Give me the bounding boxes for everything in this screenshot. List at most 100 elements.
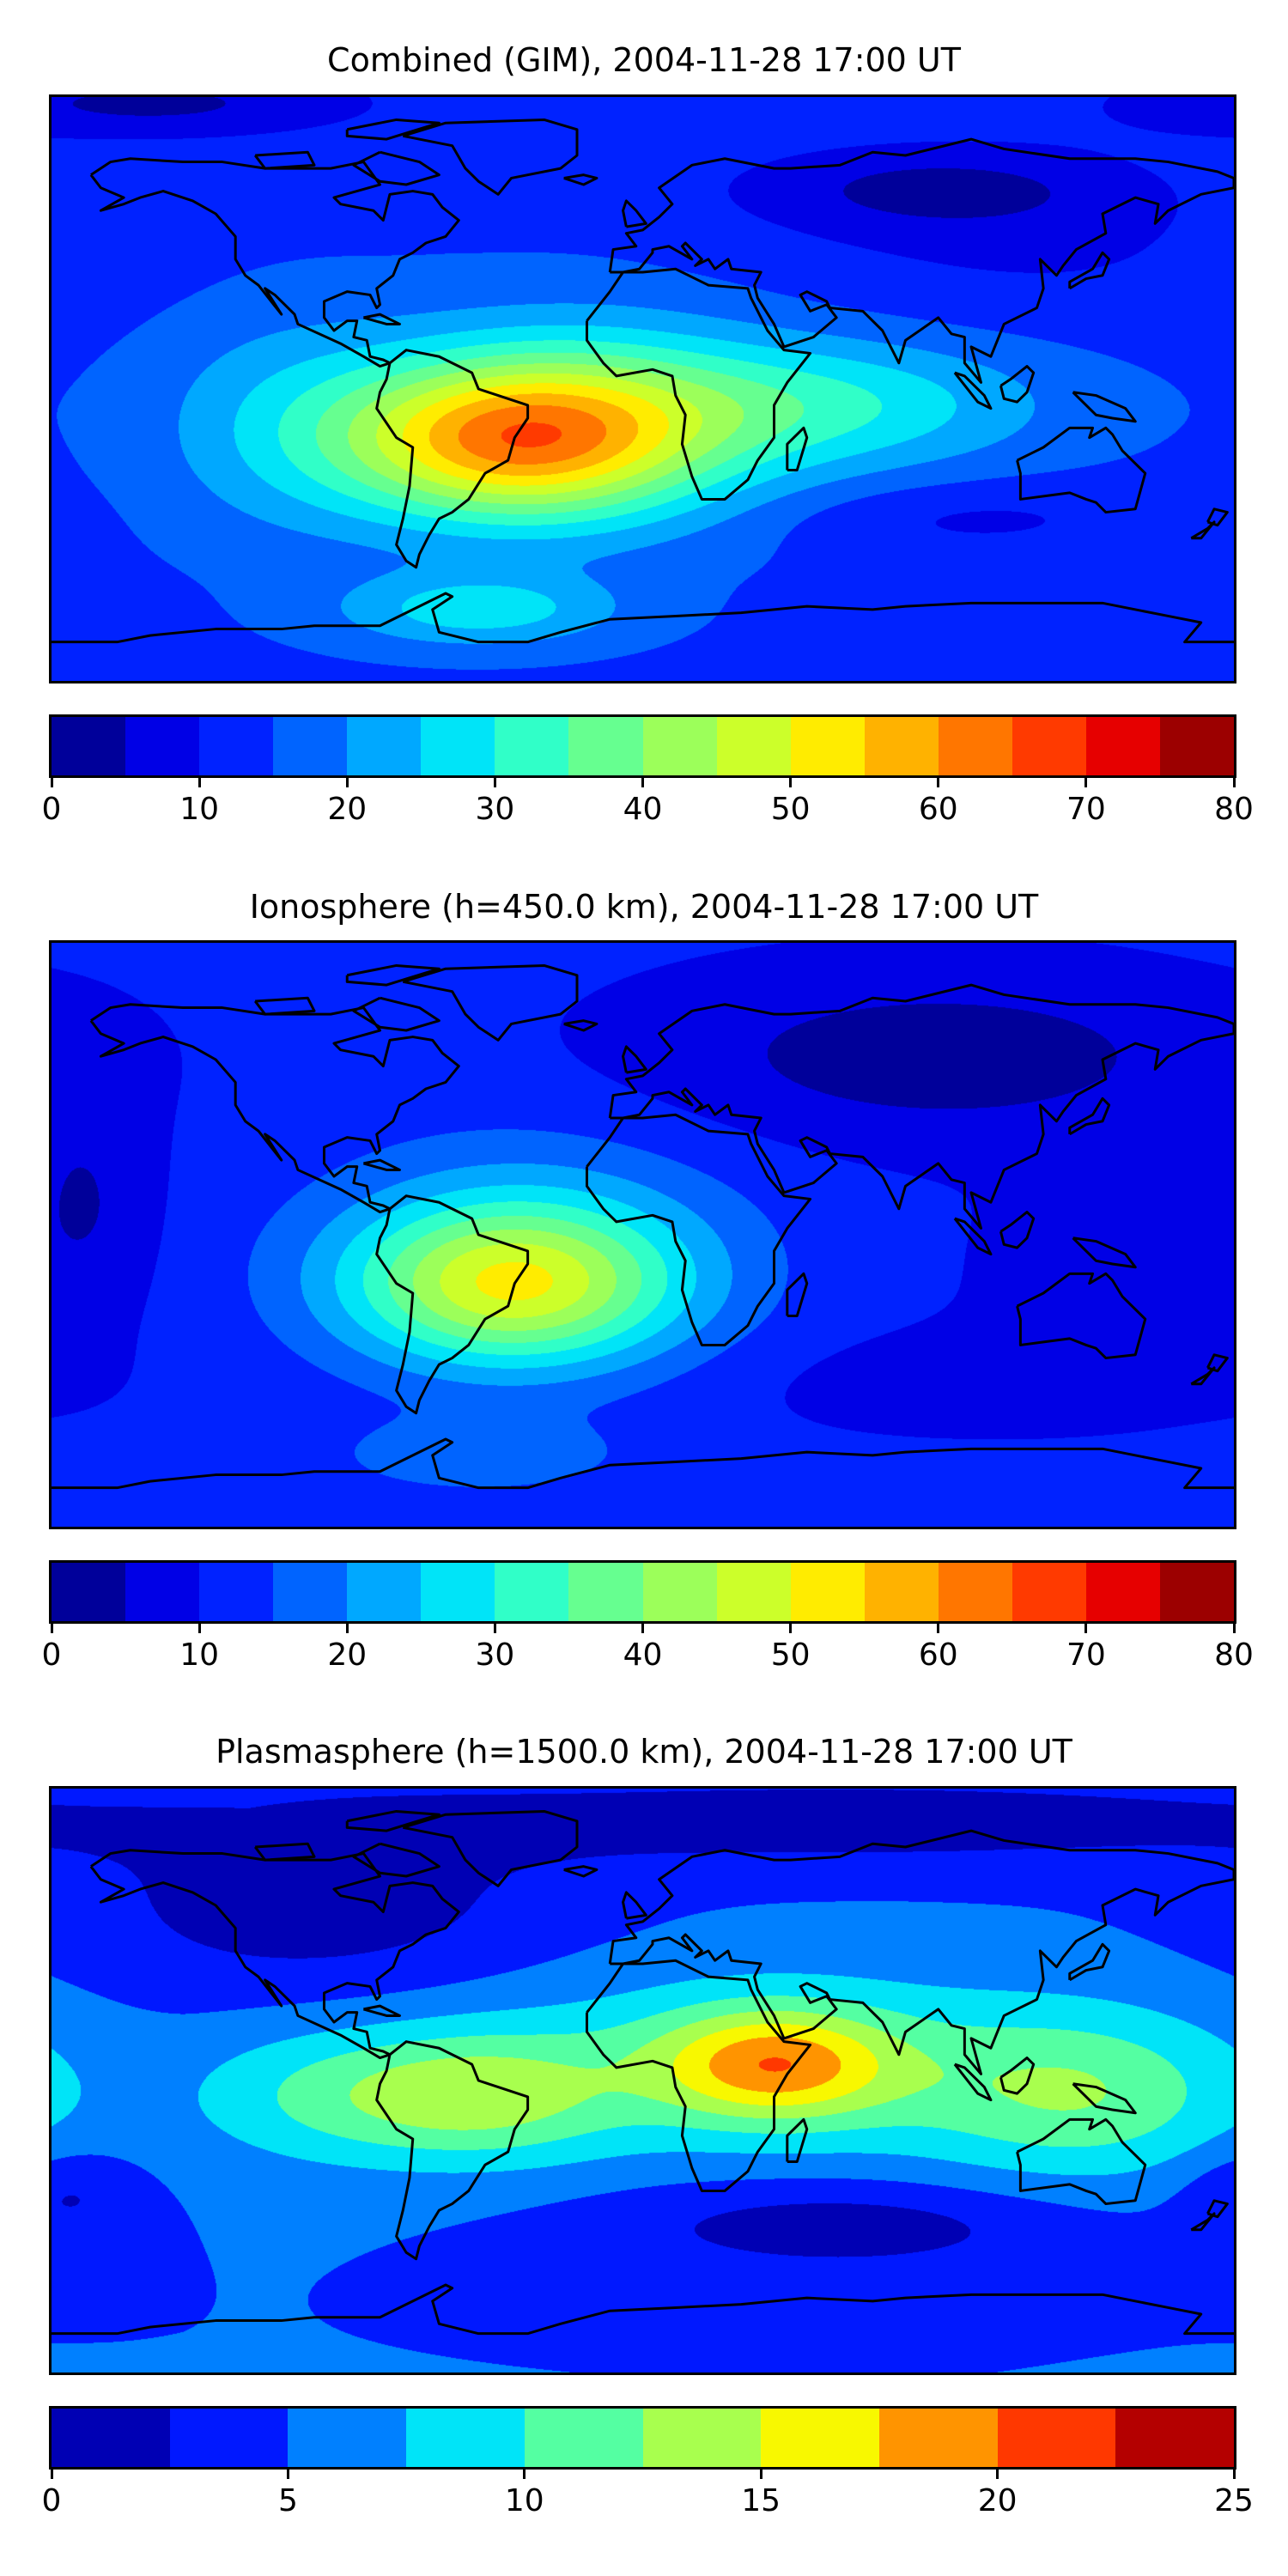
colorbar-tick xyxy=(641,777,644,787)
colorbar-level-5 xyxy=(421,1563,495,1621)
colorbar-level-13 xyxy=(1012,1563,1086,1621)
coastline-antarctica xyxy=(52,1439,1234,1488)
colorbar-tick xyxy=(50,2469,53,2479)
panel-title-ionosphere: Ionosphere (h=450.0 km), 2004-11-28 17:0… xyxy=(249,888,1039,926)
colorbar-tick-label: 80 xyxy=(1214,1637,1254,1673)
coastline-africa xyxy=(586,1115,810,1345)
colorbar-tick xyxy=(523,2469,526,2479)
coastline-sumatra xyxy=(955,1218,991,1255)
colorbar-level-0 xyxy=(52,1563,126,1621)
coastline-madagascar xyxy=(787,1273,807,1315)
colorbar-level-7 xyxy=(878,2409,998,2467)
coastline-eurasia xyxy=(610,1831,1234,2074)
coastline-south-america xyxy=(377,350,528,568)
colorbar-tick xyxy=(1232,1623,1236,1633)
colorbar-tick-label: 80 xyxy=(1214,792,1254,827)
colorbar-level-11 xyxy=(864,717,939,775)
colorbar-tick xyxy=(789,777,793,787)
colorbar-tick xyxy=(493,1623,496,1633)
coastline-baffin xyxy=(354,998,439,1030)
coastline-sumatra xyxy=(955,2064,991,2100)
colorbar-tick-label: 0 xyxy=(41,792,62,827)
colorbar-tick xyxy=(996,2469,999,2479)
colorbar-level-15 xyxy=(1159,1563,1234,1621)
colorbar-level-1 xyxy=(169,2409,289,2467)
coastline-iceland xyxy=(564,1867,597,1876)
coastline-nz-north xyxy=(1207,1355,1227,1371)
coastline-borneo xyxy=(1000,2058,1033,2094)
coastline-madagascar xyxy=(787,2119,807,2161)
coastline-north-america xyxy=(91,1850,459,2058)
colorbar-level-6 xyxy=(495,717,569,775)
coastline-antarctica xyxy=(52,2285,1234,2334)
coastline-madagascar xyxy=(787,428,807,470)
contour-field xyxy=(52,1789,1234,2372)
coastline-cuba xyxy=(363,1160,399,1170)
coastline-britain xyxy=(623,201,647,227)
coastline-iceland xyxy=(564,175,597,185)
contour-field xyxy=(52,97,1234,681)
colorbar-level-6 xyxy=(495,1563,569,1621)
colorbar-tick-label: 50 xyxy=(770,1637,811,1673)
colorbar-level-2 xyxy=(199,717,274,775)
colorbar-tick xyxy=(759,2469,762,2479)
colorbar-plasmasphere xyxy=(49,2406,1236,2470)
coastline-victoria-island xyxy=(255,152,314,168)
colorbar-level-3 xyxy=(273,1563,348,1621)
colorbar-tick xyxy=(1084,777,1088,787)
colorbar-tick-label: 20 xyxy=(977,2483,1018,2518)
colorbar-level-12 xyxy=(938,717,1012,775)
colorbar-tick xyxy=(1232,2469,1236,2479)
coastline-greenland xyxy=(403,965,577,1040)
colorbar-level-10 xyxy=(790,1563,865,1621)
colorbar-level-5 xyxy=(642,2409,762,2467)
colorbar-tick-label: 25 xyxy=(1214,2483,1254,2518)
colorbar-ticks-plasmasphere: 0 5 10 15 20 25 xyxy=(42,2469,1254,2520)
colorbar-tick-label: 5 xyxy=(277,2483,298,2518)
colorbar-tick-label: 0 xyxy=(41,2483,62,2518)
coastline-antarctica xyxy=(52,593,1234,642)
colorbar-level-0 xyxy=(52,717,126,775)
colorbar-level-15 xyxy=(1159,717,1234,775)
colorbar-tick xyxy=(937,777,940,787)
colorbar-ticks-ionosphere: 0 10 20 30 40 50 60 70 80 xyxy=(42,1623,1254,1674)
coastline-nz-north xyxy=(1207,509,1227,526)
colorbar-tick-label: 50 xyxy=(770,792,811,827)
colorbar-tick-label: 10 xyxy=(179,1637,220,1673)
colorbar-tick-label: 60 xyxy=(918,1637,958,1673)
coastline-cuba xyxy=(363,314,399,324)
colorbar-level-7 xyxy=(568,1563,643,1621)
coastline-south-america xyxy=(377,2042,528,2259)
colorbar-tick-label: 20 xyxy=(327,1637,368,1673)
coastline-eurasia xyxy=(610,985,1234,1228)
coastline-ellesmere xyxy=(347,119,439,139)
colorbar-tick-label: 10 xyxy=(504,2483,544,2518)
coastline-japan xyxy=(1070,252,1109,289)
colorbar-tick-label: 30 xyxy=(475,792,515,827)
colorbar-tick-label: 40 xyxy=(623,792,663,827)
colorbar-tick xyxy=(1084,1623,1088,1633)
colorbar-level-5 xyxy=(421,717,495,775)
colorbar-tick xyxy=(937,1623,940,1633)
colorbar-level-14 xyxy=(1085,1563,1160,1621)
colorbar-tick xyxy=(493,777,496,787)
colorbar-tick-label: 40 xyxy=(623,1637,663,1673)
coastline-nz-south xyxy=(1191,522,1214,538)
coastline-nz-north xyxy=(1207,2201,1227,2217)
coastline-south-america xyxy=(377,1196,528,1413)
map-plasmasphere xyxy=(49,1786,1236,2375)
colorbar-level-0 xyxy=(52,2409,170,2467)
colorbar-level-12 xyxy=(938,1563,1012,1621)
colorbar-level-1 xyxy=(125,717,200,775)
coastline-north-america xyxy=(91,159,459,367)
colorbar-level-13 xyxy=(1012,717,1086,775)
coastline-victoria-island xyxy=(255,1844,314,1860)
colorbar-level-4 xyxy=(524,2409,643,2467)
map-ionosphere xyxy=(49,940,1236,1529)
coastline-victoria-island xyxy=(255,998,314,1014)
coastline-new-guinea xyxy=(1073,392,1136,422)
colorbar-tick-label: 70 xyxy=(1066,792,1106,827)
colorbar-tick xyxy=(345,777,349,787)
colorbar-level-6 xyxy=(761,2409,879,2467)
colorbar-level-8 xyxy=(997,2409,1116,2467)
